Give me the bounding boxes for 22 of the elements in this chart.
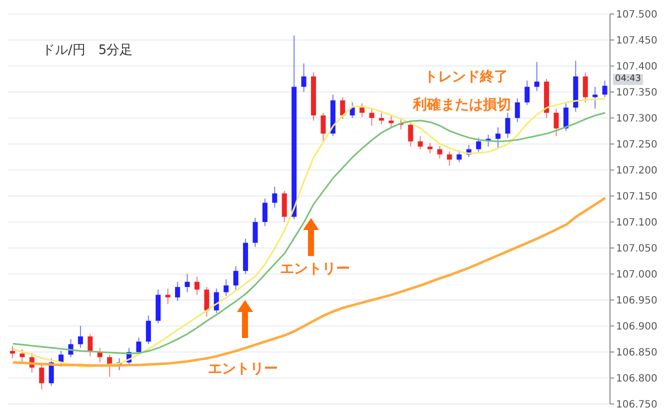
annotation: 利確または損切 [413, 96, 511, 114]
text: 04:43 [613, 74, 643, 85]
y-tick-label: 107.400 [616, 62, 658, 73]
y-tick-label: 106.900 [616, 322, 658, 333]
y-tick-label: 107.300 [616, 114, 658, 125]
y-tick-label: 106.950 [616, 296, 658, 307]
annotation: エントリー [208, 360, 278, 378]
y-tick-label: 107.450 [616, 36, 658, 47]
y-tick-label: 106.800 [616, 374, 658, 385]
annotation: エントリー [280, 260, 350, 278]
y-tick-label: 107.150 [616, 192, 658, 203]
y-tick-label: 107.250 [616, 140, 658, 151]
y-tick-label: 107.050 [616, 244, 658, 255]
text: ドル/円 5分足 [42, 42, 133, 59]
y-tick-label: 106.850 [616, 348, 658, 359]
y-tick-label: 107.000 [616, 270, 658, 281]
y-tick-label: 107.500 [616, 10, 658, 21]
y-tick-label: 106.750 [616, 400, 658, 411]
y-tick-label: 107.100 [616, 218, 658, 229]
y-tick-label: 107.350 [616, 88, 658, 99]
y-tick-label: 107.200 [616, 166, 658, 177]
annotation: トレンド終了 [424, 68, 508, 86]
